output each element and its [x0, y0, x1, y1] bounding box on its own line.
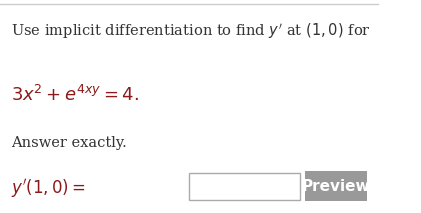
Text: $y'(1, 0) =$: $y'(1, 0) =$	[11, 177, 86, 200]
Text: $3x^2 + e^{4xy} = 4.$: $3x^2 + e^{4xy} = 4.$	[11, 85, 139, 105]
Text: Preview: Preview	[302, 179, 370, 194]
Text: Answer exactly.: Answer exactly.	[11, 136, 127, 150]
FancyBboxPatch shape	[305, 171, 368, 201]
FancyBboxPatch shape	[189, 173, 300, 200]
Text: Use implicit differentiation to find $y'$ at $(1, 0)$ for: Use implicit differentiation to find $y'…	[11, 21, 371, 41]
